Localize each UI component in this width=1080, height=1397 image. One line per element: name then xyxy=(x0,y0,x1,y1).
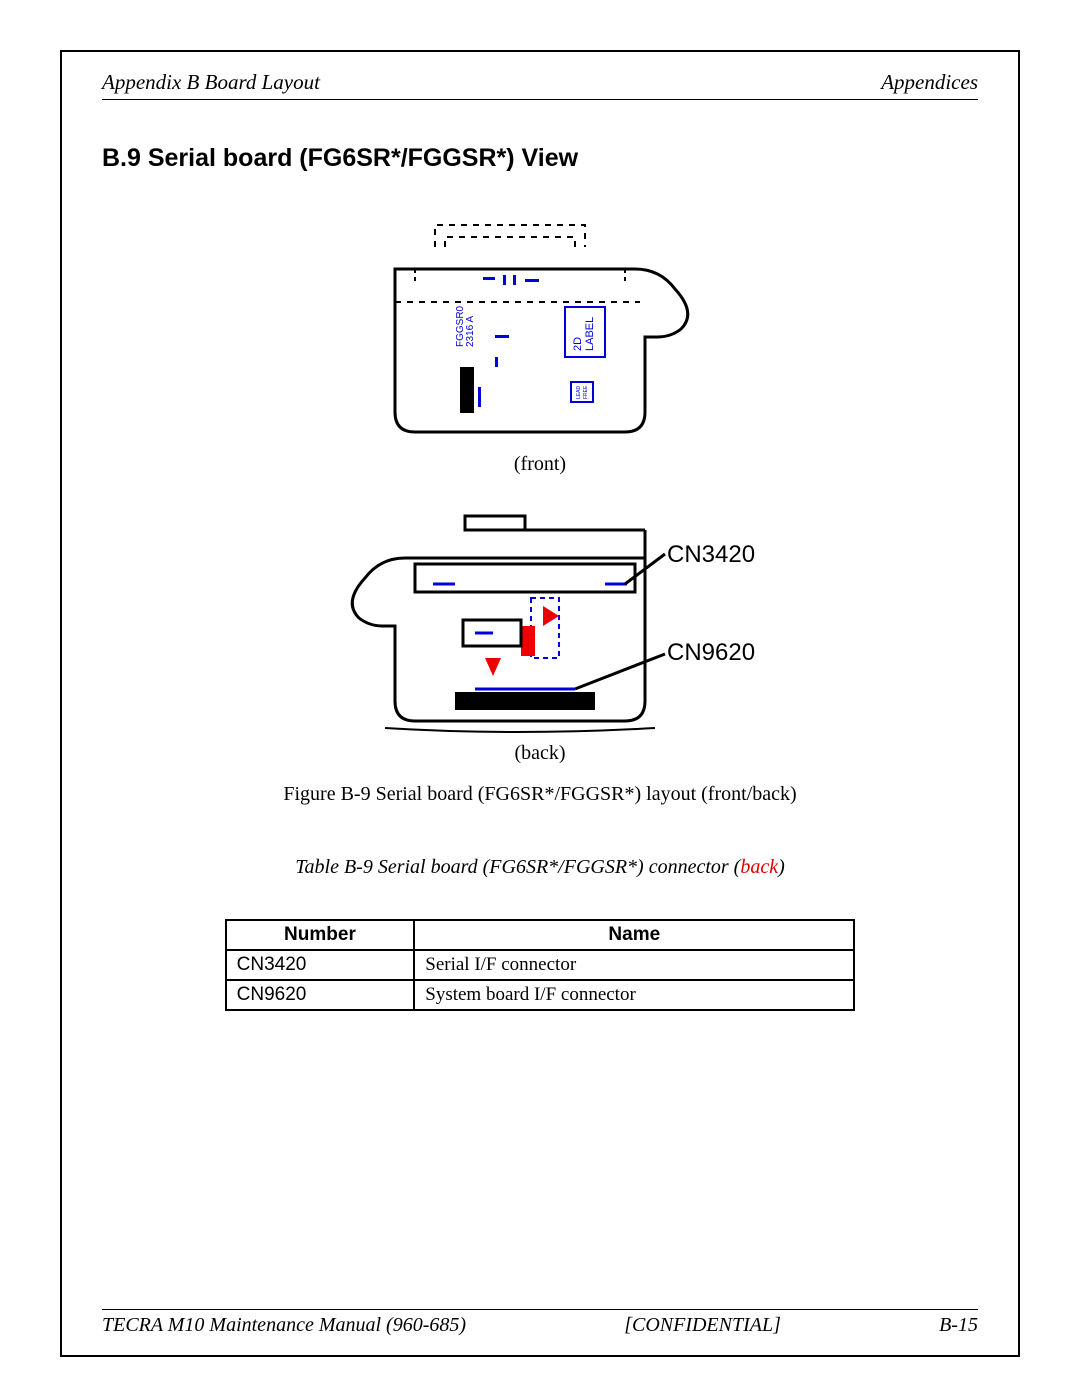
cell-name: System board I/F connector xyxy=(414,980,854,1010)
cell-name: Serial I/F connector xyxy=(414,950,854,980)
callout-cn9620: CN9620 xyxy=(667,639,755,666)
table-caption-red: back xyxy=(740,856,778,878)
leadfree-text: LEAD xyxy=(576,386,582,399)
leadfree-text2: FREE xyxy=(583,385,589,399)
table-caption: Table B-9 Serial board (FG6SR*/FGGSR*) c… xyxy=(102,856,978,879)
front-diagram: FGGSR0 2316 A 2D LABEL LEAD FREE xyxy=(375,217,705,447)
footer-right: B-15 xyxy=(939,1314,978,1337)
footer-left: TECRA M10 Maintenance Manual (960-685) xyxy=(102,1314,466,1337)
running-header: Appendix B Board Layout Appendices xyxy=(102,70,978,100)
table-header-row: Number Name xyxy=(226,920,855,950)
section-title: B.9 Serial board (FG6SR*/FGGSR*) View xyxy=(102,144,978,173)
board-rev-text: 2316 A xyxy=(465,316,476,347)
footer-center: [CONFIDENTIAL] xyxy=(624,1314,781,1337)
front-diagram-block: FGGSR0 2316 A 2D LABEL LEAD FREE (front) xyxy=(102,217,978,476)
col-number: Number xyxy=(226,920,415,950)
front-label: (front) xyxy=(514,453,566,476)
col-name: Name xyxy=(414,920,854,950)
cell-number: CN9620 xyxy=(226,980,415,1010)
header-right: Appendices xyxy=(881,70,978,95)
table-caption-suffix: ) xyxy=(778,856,785,878)
figure-caption: Figure B-9 Serial board (FG6SR*/FGGSR*) … xyxy=(283,783,796,806)
2d-label-text2: LABEL xyxy=(584,317,596,351)
cell-number: CN3420 xyxy=(226,950,415,980)
table-caption-prefix: Table B-9 Serial board (FG6SR*/FGGSR*) c… xyxy=(295,856,740,878)
callout-cn3420: CN3420 xyxy=(667,541,755,568)
header-left: Appendix B Board Layout xyxy=(102,70,320,95)
back-diagram: CN3420 CN9620 xyxy=(325,506,755,736)
back-diagram-block: CN3420 CN9620 (back) Figure B-9 Serial b… xyxy=(102,506,978,806)
running-footer: TECRA M10 Maintenance Manual (960-685) [… xyxy=(102,1309,978,1337)
page: Appendix B Board Layout Appendices B.9 S… xyxy=(0,0,1080,1397)
table-row: CN3420 Serial I/F connector xyxy=(226,950,855,980)
back-label: (back) xyxy=(514,742,565,765)
connector-table: Number Name CN3420 Serial I/F connector … xyxy=(225,919,856,1011)
page-frame: Appendix B Board Layout Appendices B.9 S… xyxy=(60,50,1020,1357)
table-row: CN9620 System board I/F connector xyxy=(226,980,855,1010)
2d-label-text: 2D xyxy=(572,337,584,351)
